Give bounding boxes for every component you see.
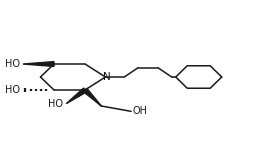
Text: HO: HO (48, 99, 63, 109)
Text: OH: OH (132, 106, 147, 116)
Text: HO: HO (5, 85, 20, 95)
Polygon shape (23, 62, 54, 67)
Text: HO: HO (5, 59, 20, 69)
Text: N: N (103, 72, 111, 82)
Polygon shape (83, 88, 101, 106)
Polygon shape (66, 88, 87, 104)
